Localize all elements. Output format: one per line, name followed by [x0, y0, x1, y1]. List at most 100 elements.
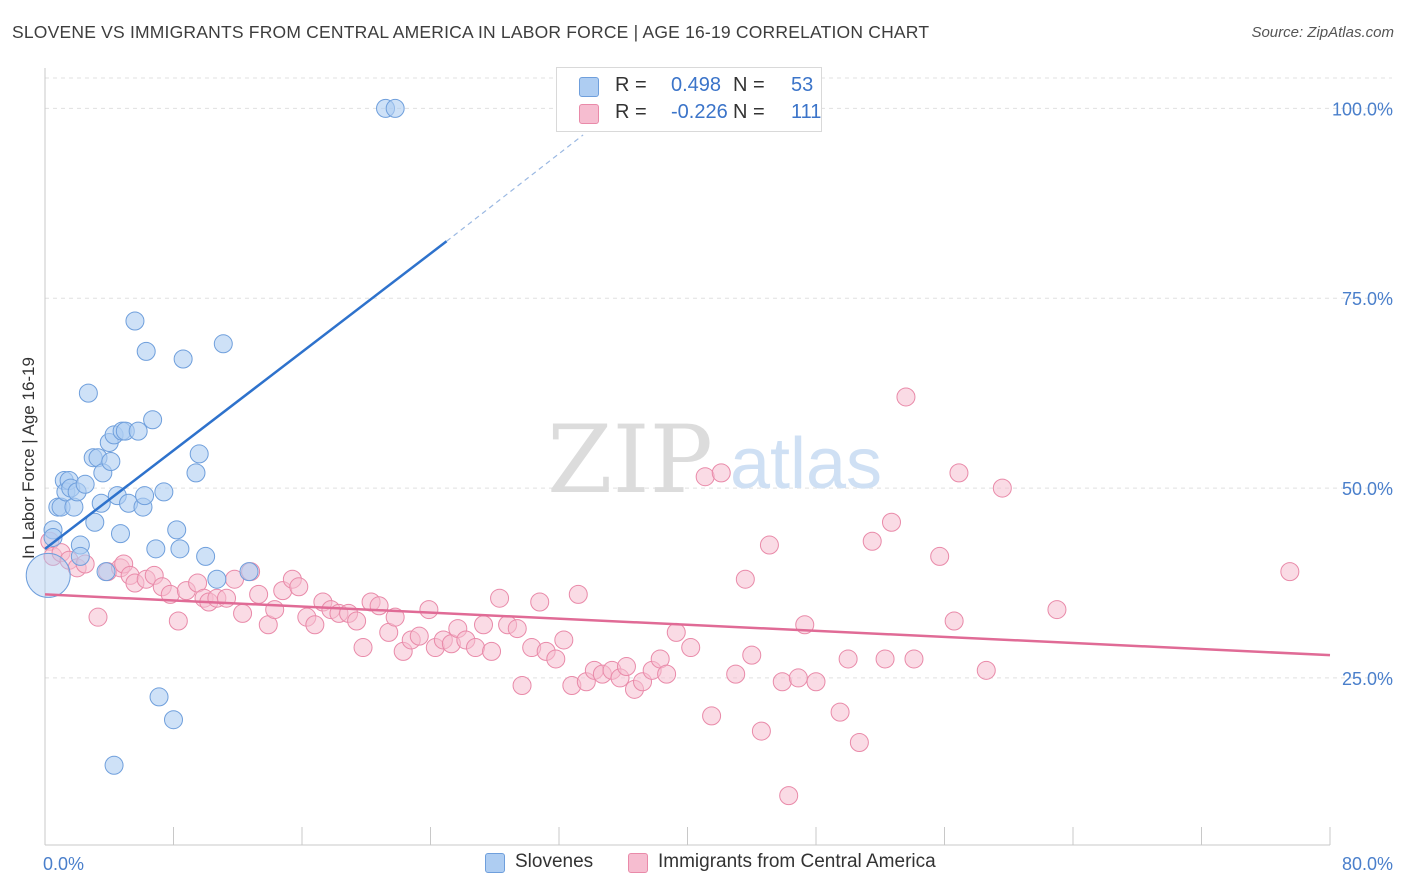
- slovenes-point: [43, 527, 63, 547]
- immigrants-point: [788, 668, 808, 688]
- immigrants-point: [726, 664, 746, 684]
- slovenes-point: [143, 410, 163, 430]
- immigrants-point: [347, 611, 367, 631]
- immigrants-point: [896, 387, 916, 407]
- immigrants-point: [904, 649, 924, 669]
- immigrants-point: [369, 596, 389, 616]
- slovenes-point: [239, 562, 259, 582]
- immigrants-point: [409, 626, 429, 646]
- immigrants-point: [554, 630, 574, 650]
- slovenes-point: [170, 539, 190, 559]
- legend-label-immigrants: Immigrants from Central America: [658, 851, 936, 872]
- immigrants-point: [930, 546, 950, 566]
- slovenes-point: [128, 421, 148, 441]
- immigrants-trend-line: [44, 593, 1331, 657]
- immigrants-point: [385, 607, 405, 627]
- immigrants-swatch: [628, 853, 648, 873]
- immigrants-point: [289, 577, 309, 597]
- watermark-zip: ZIP: [547, 406, 713, 515]
- immigrants-point: [695, 467, 715, 487]
- immigrants-point: [482, 641, 502, 661]
- slovenes-point: [189, 444, 209, 464]
- x-tick-label: 80.0%: [1342, 854, 1393, 874]
- slovenes-point: [207, 569, 227, 589]
- immigrants-point: [949, 463, 969, 483]
- slovenes-trend-extension: [446, 134, 584, 242]
- y-tick-label: 100.0%: [1332, 99, 1393, 119]
- immigrants-point: [530, 592, 550, 612]
- immigrants-point: [751, 721, 771, 741]
- immigrants-point: [862, 531, 882, 551]
- slovenes-swatch: [485, 853, 505, 873]
- legend-n-value: 53: [791, 74, 814, 96]
- y-tick-label: 25.0%: [1342, 669, 1393, 689]
- source-label: Source: ZipAtlas.com: [1251, 24, 1394, 41]
- immigrants-point: [507, 619, 527, 639]
- legend-r-key: R =: [615, 101, 647, 123]
- immigrants-point: [568, 584, 588, 604]
- slovenes-point: [85, 512, 105, 532]
- immigrants-point: [249, 584, 269, 604]
- immigrants-swatch: [579, 104, 599, 124]
- immigrants-point: [881, 512, 901, 532]
- legend-r-value: 0.498: [671, 74, 722, 96]
- axes: [44, 68, 1331, 846]
- watermark: ZIP atlas: [547, 406, 882, 515]
- legend-n-key: N =: [733, 101, 765, 123]
- immigrants-point: [546, 649, 566, 669]
- gridlines: [45, 77, 1392, 679]
- immigrants-point: [976, 660, 996, 680]
- immigrants-point: [233, 603, 253, 623]
- slovenes-point: [96, 562, 116, 582]
- immigrants-point: [419, 600, 439, 620]
- legend-r-value: -0.226: [671, 101, 728, 123]
- immigrants-point: [681, 638, 701, 658]
- slovenes-point: [196, 546, 216, 566]
- immigrants-point: [849, 732, 869, 752]
- slovenes-point: [78, 383, 98, 403]
- immigrants-point: [353, 638, 373, 658]
- immigrants-point: [666, 622, 686, 642]
- immigrants-point: [465, 638, 485, 658]
- slovenes-points: [25, 98, 405, 775]
- immigrants-point: [772, 672, 792, 692]
- immigrants-point: [88, 607, 108, 627]
- immigrants-point: [711, 463, 731, 483]
- immigrants-point: [490, 588, 510, 608]
- slovenes-point: [146, 539, 166, 559]
- y-tick-label: 75.0%: [1342, 289, 1393, 309]
- watermark-atlas: atlas: [730, 424, 882, 504]
- immigrants-point: [742, 645, 762, 665]
- immigrants-point: [1280, 562, 1300, 582]
- slovenes-point: [213, 334, 233, 354]
- immigrants-point: [759, 535, 779, 555]
- slovenes-point: [164, 710, 183, 730]
- tick-labels: 25.0% 50.0% 75.0% 100.0% 0.0% 80.0%: [43, 99, 1393, 874]
- immigrants-point: [992, 478, 1012, 498]
- immigrants-point: [474, 615, 494, 635]
- slovenes-point: [135, 486, 155, 506]
- immigrants-point: [616, 657, 636, 677]
- slovenes-point: [75, 474, 95, 494]
- legend-n-key: N =: [733, 74, 765, 96]
- slovenes-point: [154, 482, 174, 502]
- immigrants-point: [168, 611, 188, 631]
- immigrants-point: [657, 664, 677, 684]
- immigrants-point: [830, 702, 850, 722]
- chart-title: SLOVENE VS IMMIGRANTS FROM CENTRAL AMERI…: [12, 22, 930, 42]
- legend-label-slovenes: Slovenes: [515, 851, 594, 872]
- immigrants-point: [875, 649, 895, 669]
- slovenes-point: [385, 98, 405, 118]
- slovenes-point: [167, 520, 187, 540]
- slovenes-point: [136, 341, 156, 361]
- slovenes-point: [101, 452, 121, 471]
- slovenes-point: [125, 311, 145, 331]
- slovenes-point: [25, 552, 71, 598]
- immigrants-point: [806, 672, 826, 692]
- stats-legend: R = 0.498 N = 53 R = -0.226 N = 111: [556, 67, 822, 132]
- legend-n-value: 111: [791, 101, 822, 123]
- slovenes-swatch: [579, 77, 599, 97]
- slovenes-trend-line: [44, 240, 448, 550]
- immigrants-point: [779, 786, 799, 806]
